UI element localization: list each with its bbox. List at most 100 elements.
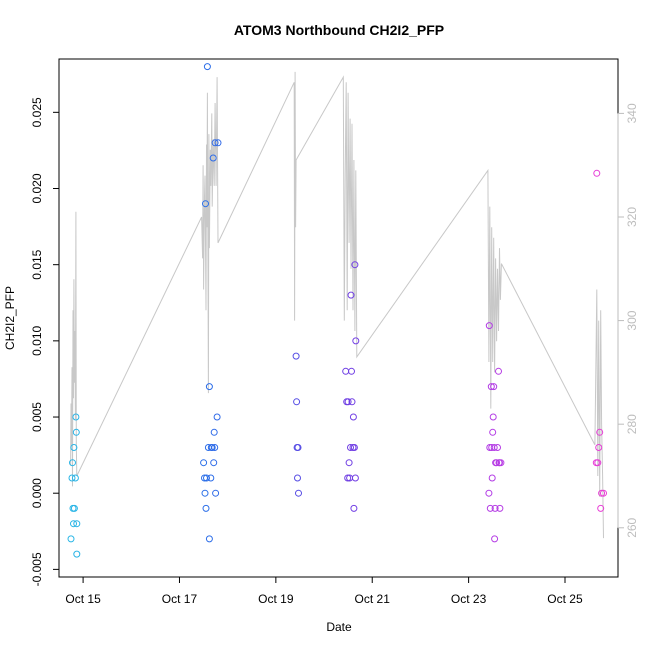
data-point — [495, 367, 502, 375]
x-axis: Oct 15 Oct 17 Oct 19 Oct 21 Oct 23 Oct 25 — [65, 576, 583, 606]
y-tick-label: 0.005 — [30, 402, 44, 432]
data-point — [212, 489, 220, 497]
data-point — [207, 474, 215, 482]
data-point — [593, 169, 601, 177]
data-point — [214, 139, 222, 147]
y2-tick-label: 340 — [625, 103, 639, 123]
data-point — [594, 459, 602, 467]
y2-tick-label: 260 — [625, 517, 639, 537]
data-point — [205, 383, 213, 391]
data-point — [493, 459, 501, 467]
data-point — [71, 474, 79, 482]
data-point — [293, 398, 301, 406]
data-point — [349, 413, 357, 421]
data-point — [347, 444, 354, 451]
y-tick-label: 0.000 — [30, 478, 44, 508]
data-point — [487, 383, 495, 391]
data-point — [203, 474, 210, 482]
y-axis-right: 260 280 300 320 340 — [617, 103, 639, 538]
data-point — [68, 474, 76, 482]
data-point — [294, 444, 302, 451]
data-point — [352, 337, 360, 345]
data-point — [489, 413, 497, 421]
data-point — [208, 444, 216, 451]
y-tick-label: 0.010 — [30, 326, 44, 356]
data-point — [210, 459, 218, 467]
x-axis-label: Date — [326, 620, 352, 634]
data-point — [209, 154, 217, 162]
data-point — [211, 139, 219, 147]
data-point — [600, 489, 607, 497]
data-point — [494, 444, 501, 451]
data-point — [344, 398, 352, 406]
data-point — [292, 352, 300, 360]
data-point — [350, 504, 358, 512]
data-point — [202, 200, 209, 208]
x-tick-label: Oct 21 — [355, 592, 391, 606]
data-point — [213, 413, 221, 421]
data-point — [497, 459, 505, 467]
data-point — [595, 444, 603, 451]
data-point — [201, 489, 209, 497]
data-point — [72, 428, 80, 436]
data-point — [200, 459, 208, 467]
data-point — [488, 474, 496, 482]
secondary-series-line — [70, 71, 604, 539]
data-point — [73, 520, 81, 528]
data-point — [597, 504, 605, 512]
data-point — [490, 444, 498, 451]
x-tick-label: Oct 25 — [547, 592, 583, 606]
data-point — [485, 489, 493, 497]
y2-tick-label: 280 — [625, 414, 639, 434]
data-point — [344, 474, 352, 482]
y-tick-label: 0.025 — [30, 97, 44, 127]
data-point — [486, 444, 494, 451]
data-point — [72, 413, 80, 421]
data-point — [70, 504, 78, 512]
plot-frame — [58, 58, 619, 578]
data-point — [350, 444, 358, 451]
x-tick-label: Oct 17 — [162, 592, 198, 606]
data-point — [486, 504, 494, 512]
data-point — [345, 459, 353, 467]
data-point — [348, 398, 356, 406]
data-point — [294, 474, 301, 482]
y-tick-label: 0.015 — [30, 249, 44, 279]
data-point — [347, 291, 355, 299]
data-point — [295, 489, 302, 497]
data-point — [342, 367, 350, 375]
data-point — [70, 444, 78, 451]
y-axis-left: -0.005 0.000 0.005 0.010 0.015 0.020 0.025 — [30, 97, 59, 586]
data-point — [351, 261, 359, 269]
data-point — [491, 504, 499, 512]
y2-tick-label: 300 — [625, 310, 639, 330]
data-point — [203, 63, 211, 71]
x-tick-label: Oct 15 — [65, 592, 101, 606]
data-point — [70, 520, 77, 528]
y-tick-label: 0.020 — [30, 173, 44, 203]
data-point — [485, 322, 493, 330]
chart-title: ATOM3 Northbound CH2I2_PFP — [234, 22, 444, 38]
data-point — [205, 535, 213, 543]
data-point — [211, 444, 219, 451]
x-tick-label: Oct 19 — [258, 592, 294, 606]
series-line — [70, 71, 604, 539]
data-point — [489, 428, 497, 436]
data-point — [348, 367, 355, 375]
data-point — [202, 504, 210, 512]
data-point — [210, 428, 218, 436]
data-point — [598, 489, 606, 497]
y2-tick-label: 320 — [625, 207, 639, 227]
data-point — [596, 428, 604, 436]
data-point — [351, 474, 359, 482]
data-point — [67, 535, 75, 543]
data-point — [73, 550, 81, 558]
data-point — [69, 459, 76, 467]
data-point — [491, 535, 499, 543]
scatter-points — [67, 63, 607, 558]
data-point — [496, 504, 504, 512]
x-tick-label: Oct 23 — [451, 592, 487, 606]
data-point — [490, 383, 498, 391]
y-tick-label: -0.005 — [30, 552, 44, 586]
